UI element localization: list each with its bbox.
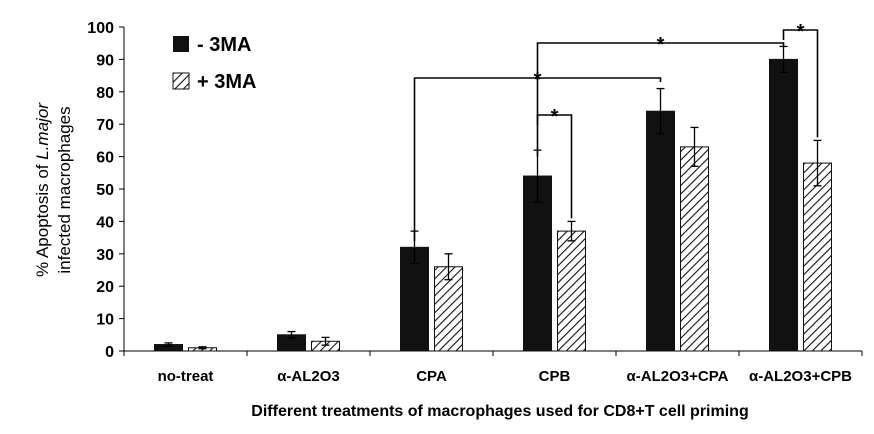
- legend-label-plus-3ma: + 3MA: [197, 71, 256, 93]
- legend-label-minus-3ma: - 3MA: [197, 34, 251, 56]
- x-tick-label: CPB: [539, 368, 571, 385]
- y-tick-label: 30: [96, 247, 114, 264]
- bar-minus-3ma-4: [646, 110, 675, 352]
- y-tick-label: 40: [96, 214, 114, 231]
- x-axis-title: Different treatments of macrophages used…: [251, 403, 748, 420]
- bar-plus-3ma-2: [434, 266, 463, 352]
- y-tick-label: 10: [96, 312, 114, 329]
- significance-bracket: [536, 42, 785, 157]
- y-tick-label: 20: [96, 279, 114, 296]
- legend-swatch-minus-3ma: [173, 36, 189, 52]
- x-tick-label: no-treat: [158, 368, 214, 385]
- svg-text:% Apoptosis of L.major: % Apoptosis of L.major: [33, 102, 52, 277]
- significance-star: *: [657, 34, 665, 56]
- y-tick-label: 100: [87, 20, 114, 37]
- legend: - 3MA + 3MA: [172, 34, 256, 93]
- x-tick-label: α-AL2O3+CPA: [627, 368, 729, 385]
- legend-swatch-plus-3ma: [172, 72, 190, 90]
- x-tick-label: CPA: [416, 368, 447, 385]
- bar-minus-3ma-3: [523, 175, 552, 352]
- significance-star: *: [551, 106, 559, 128]
- bar-minus-3ma-5: [769, 58, 798, 352]
- bar-plus-3ma-4: [680, 146, 709, 352]
- y-tick-label: 60: [96, 150, 114, 167]
- y-tick-label: 80: [96, 85, 114, 102]
- x-tick-label: α-AL2O3+CPB: [749, 368, 852, 385]
- y-tick-label: 70: [96, 117, 114, 134]
- y-tick-label: 50: [96, 182, 114, 199]
- bar-minus-3ma-2: [400, 246, 429, 352]
- y-axis-title-italic: L.major: [33, 102, 52, 160]
- significance-star: *: [797, 21, 805, 43]
- significance-bracket: [782, 29, 819, 138]
- y-axis-title: % Apoptosis of L.major infected macropha…: [33, 102, 74, 277]
- y-tick-label: 90: [96, 52, 114, 69]
- y-axis-title-prefix: % Apoptosis of: [33, 160, 52, 277]
- y-tick-label: 0: [105, 344, 114, 361]
- bar-plus-3ma-3: [557, 230, 586, 352]
- x-tick-label: α-AL2O3: [277, 368, 340, 385]
- y-axis-title-line2: infected macrophages: [55, 106, 74, 273]
- bar-plus-3ma-5: [803, 162, 832, 352]
